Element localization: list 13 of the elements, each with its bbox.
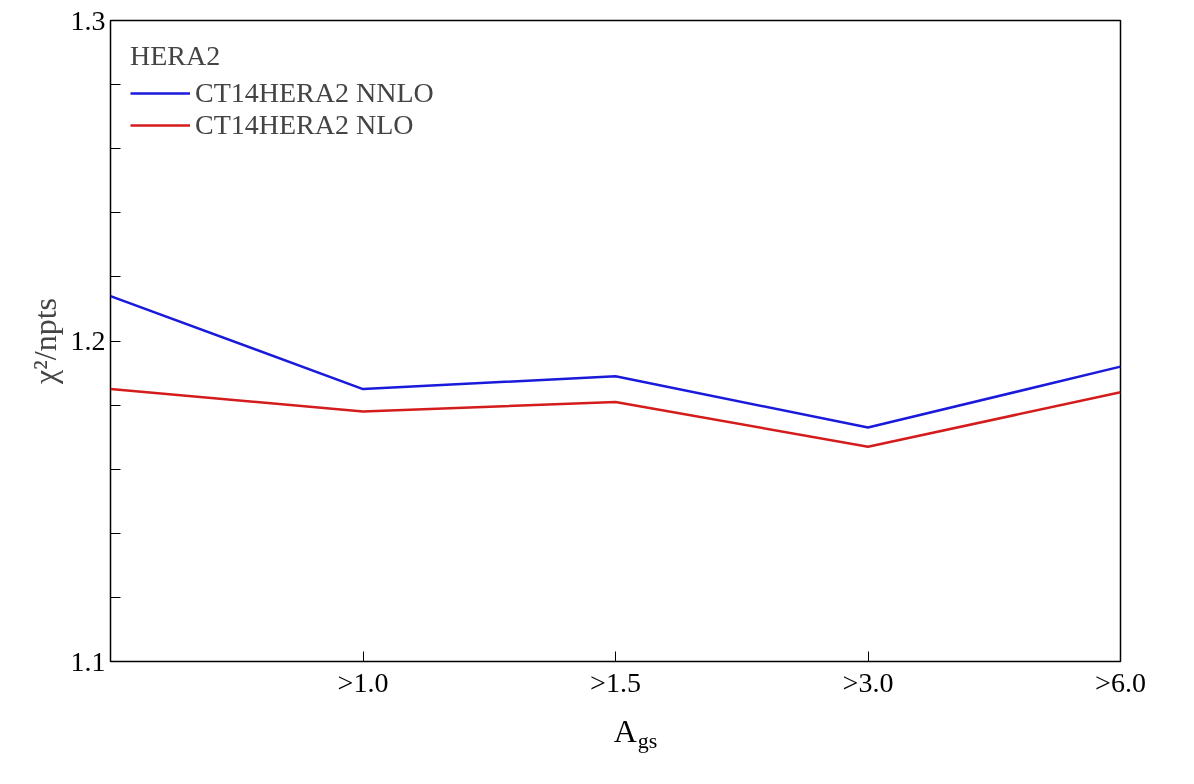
line-series xyxy=(110,387,1121,449)
y-tick-label: 1.3 xyxy=(70,4,106,36)
y-tick-label: 1.2 xyxy=(70,325,106,356)
x-tick-label: >3.0 xyxy=(842,666,894,698)
legend-label: CT14HERA2 NNLO xyxy=(195,77,434,109)
line-series xyxy=(110,294,1121,429)
y-tick-label: 1.1 xyxy=(70,645,106,677)
y-axis-title: χ²/npts xyxy=(26,297,63,386)
x-tick-label: >6.0 xyxy=(1095,666,1146,698)
legend-label: CT14HERA2 NLO xyxy=(195,109,414,141)
x-tick-label: >1.5 xyxy=(590,666,641,698)
x-tick-label: >1.0 xyxy=(337,666,389,698)
legend-title: HERA2 xyxy=(130,40,222,72)
